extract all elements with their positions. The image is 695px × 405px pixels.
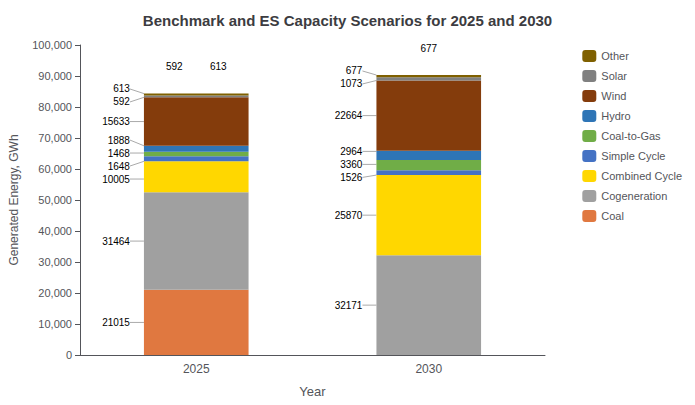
svg-text:20,000: 20,000: [38, 287, 72, 299]
svg-text:32171: 32171: [335, 300, 363, 311]
svg-text:592: 592: [113, 96, 130, 107]
svg-text:Other: Other: [601, 50, 629, 62]
svg-text:10005: 10005: [102, 174, 130, 185]
svg-text:Wind: Wind: [601, 90, 626, 102]
svg-text:31464: 31464: [102, 236, 130, 247]
svg-text:2030: 2030: [415, 362, 442, 376]
svg-text:Simple Cycle: Simple Cycle: [601, 150, 665, 162]
svg-text:Generated Energy, GWh: Generated Energy, GWh: [7, 134, 21, 265]
svg-text:2025: 2025: [183, 362, 210, 376]
svg-text:613: 613: [113, 83, 130, 94]
svg-text:1888: 1888: [108, 135, 131, 146]
svg-text:100,000: 100,000: [32, 39, 72, 51]
svg-text:1526: 1526: [340, 172, 363, 183]
svg-text:Cogeneration: Cogeneration: [601, 190, 667, 202]
svg-text:60,000: 60,000: [38, 163, 72, 175]
svg-text:70,000: 70,000: [38, 132, 72, 144]
svg-text:677: 677: [346, 65, 363, 76]
svg-text:50,000: 50,000: [38, 194, 72, 206]
svg-text:Coal-to-Gas: Coal-to-Gas: [601, 130, 661, 142]
svg-text:613: 613: [210, 61, 227, 72]
svg-text:2964: 2964: [340, 146, 363, 157]
svg-text:80,000: 80,000: [38, 101, 72, 113]
svg-text:21015: 21015: [102, 317, 130, 328]
svg-text:10,000: 10,000: [38, 318, 72, 330]
svg-text:Combined Cycle: Combined Cycle: [601, 170, 682, 182]
svg-text:25870: 25870: [335, 210, 363, 221]
svg-text:15633: 15633: [102, 116, 130, 127]
svg-text:Year: Year: [299, 384, 326, 399]
svg-text:1648: 1648: [108, 161, 131, 172]
svg-text:90,000: 90,000: [38, 70, 72, 82]
svg-text:Coal: Coal: [601, 210, 624, 222]
svg-text:3360: 3360: [340, 159, 363, 170]
svg-text:592: 592: [166, 61, 183, 72]
svg-text:Hydro: Hydro: [601, 110, 630, 122]
svg-text:677: 677: [420, 43, 437, 54]
svg-text:1468: 1468: [108, 148, 131, 159]
svg-text:1073: 1073: [340, 78, 363, 89]
svg-text:40,000: 40,000: [38, 225, 72, 237]
svg-text:Benchmark and ES Capacity Scen: Benchmark and ES Capacity Scenarios for …: [143, 12, 552, 29]
svg-text:Solar: Solar: [601, 70, 627, 82]
svg-text:30,000: 30,000: [38, 256, 72, 268]
svg-text:22664: 22664: [335, 110, 363, 121]
svg-text:0: 0: [66, 349, 72, 361]
